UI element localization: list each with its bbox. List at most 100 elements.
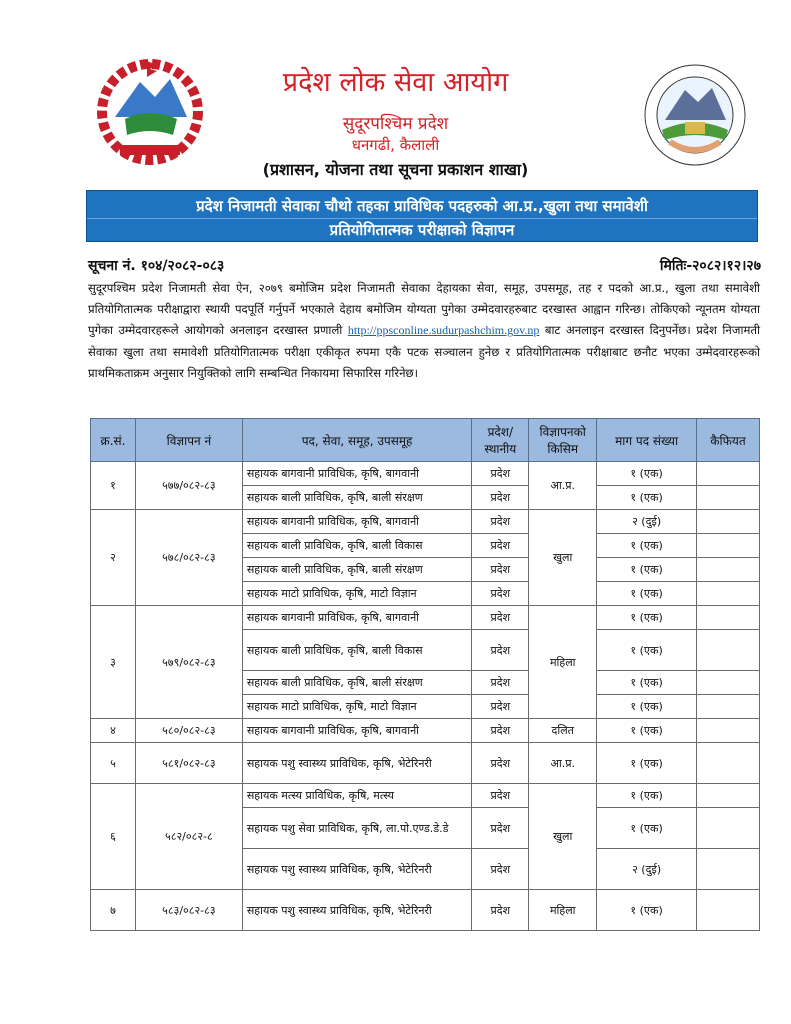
level-cell: प्रदेश [471, 742, 530, 784]
required-posts-cell: १ (एक) [596, 670, 697, 695]
serial-cell: ३ [90, 605, 136, 719]
banner-line-1: प्रदेश निजामती सेवाका चौथो तहका प्राविधि… [196, 197, 648, 215]
level-cell: प्रदेश [471, 718, 530, 743]
level-cell: प्रदेश [471, 485, 530, 510]
column-header-serial: क्र.सं. [90, 418, 136, 462]
post-title-cell: सहायक पशु सेवा प्राविधिक, कृषि, ला.पो.एण… [241, 807, 473, 849]
required-posts-cell: १ (एक) [596, 533, 697, 558]
table-row: सहायक बाली प्राविधिक, कृषि, बाली विकास प्… [91, 533, 760, 558]
remarks-cell [696, 670, 760, 695]
table-row: ७ ५८३/०८२-८३ सहायक पशु स्वास्थ्य प्राविधिक… [90, 889, 760, 931]
column-header-level: प्रदेश/ स्थानीय [471, 418, 530, 462]
body-text-part-2: बाट अनलाइन दरखास्त दिनुपर्नेछ। प्रदेश नि… [88, 323, 760, 380]
required-posts-cell: १ (एक) [596, 581, 697, 606]
remarks-cell [696, 889, 760, 931]
post-title-cell: सहायक बाली प्राविधिक, कृषि, बाली विकास [241, 629, 473, 671]
post-title-cell: सहायक बागवानी प्राविधिक, कृषि, बागवानी [241, 461, 473, 486]
required-posts-cell: २ (दुई) [596, 509, 697, 534]
level-cell: प्रदेश [471, 807, 530, 849]
serial-cell: १ [90, 461, 136, 510]
table-row: ४ ५८०/०८२-८३ सहायक बागवानी प्राविधिक, कृषि… [90, 718, 760, 743]
required-posts-cell: १ (एक) [596, 783, 697, 808]
level-cell: प्रदेश [471, 889, 530, 931]
level-cell: प्रदेश [471, 783, 530, 808]
required-posts-cell: १ (एक) [596, 605, 697, 630]
nepal-emblem-logo [97, 59, 203, 165]
required-posts-cell: १ (एक) [596, 557, 697, 582]
advertisement-number-cell: ५८२/०८२-८ [134, 783, 243, 890]
notice-number: सूचना नं. १०४/२०८२-०८३ [88, 258, 225, 274]
remarks-cell [696, 742, 760, 784]
serial-cell: ७ [90, 889, 136, 931]
post-title-cell: सहायक माटो प्राविधिक, कृषि, माटो विज्ञान [241, 694, 473, 719]
post-title-cell: सहायक बाली प्राविधिक, कृषि, बाली संरक्षण [241, 670, 473, 695]
required-posts-cell: १ (एक) [596, 889, 697, 931]
post-title-cell: सहायक बागवानी प्राविधिक, कृषि, बागवानी [241, 718, 473, 743]
post-title-cell: सहायक बागवानी प्राविधिक, कृषि, बागवानी [241, 605, 473, 630]
post-title-cell: सहायक बाली प्राविधिक, कृषि, बाली संरक्षण [241, 557, 473, 582]
required-posts-cell: २ (दुई) [596, 848, 697, 890]
advertisement-number-cell: ५८३/०८२-८३ [134, 889, 243, 931]
remarks-cell [696, 807, 760, 849]
level-cell: प्रदेश [471, 557, 530, 582]
level-cell: प्रदेश [471, 533, 530, 558]
table-row: सहायक बाली प्राविधिक, कृषि, बाली संरक्षण… [91, 485, 760, 510]
serial-cell: ५ [90, 742, 136, 784]
level-cell: प्रदेश [471, 694, 530, 719]
post-title-cell: सहायक बाली प्राविधिक, कृषि, बाली विकास [241, 533, 473, 558]
remarks-cell [696, 461, 760, 486]
table-row: सहायक बाली प्राविधिक, कृषि, बाली संरक्षण… [91, 670, 760, 695]
post-title-cell: सहायक माटो प्राविधिक, कृषि, माटो विज्ञान [241, 581, 473, 606]
level-cell: प्रदेश [471, 848, 530, 890]
advertisement-type-cell: दलित [528, 718, 598, 743]
remarks-cell [696, 485, 760, 510]
post-title-cell: सहायक पशु स्वास्थ्य प्राविधिक, कृषि, भेट… [241, 889, 473, 931]
required-posts-cell: १ (एक) [596, 629, 697, 671]
notice-body: सुदूरपश्चिम प्रदेश निजामती सेवा ऐन, २०७९… [88, 278, 760, 384]
level-cell: प्रदेश [471, 670, 530, 695]
advertisement-type-cell: खुला [528, 509, 598, 606]
serial-cell: ४ [90, 718, 136, 743]
required-posts-cell: १ (एक) [596, 742, 697, 784]
serial-cell: ६ [90, 783, 136, 890]
post-title-cell: सहायक बागवानी प्राविधिक, कृषि, बागवानी [241, 509, 473, 534]
table-row: सहायक माटो प्राविधिक, कृषि, माटो विज्ञान… [91, 694, 760, 719]
level-cell: प्रदेश [471, 581, 530, 606]
table-row: ६ ५८२/०८२-८ सहायक मत्स्य प्राविधिक, कृषि, … [90, 783, 760, 890]
remarks-cell [696, 783, 760, 808]
post-title-cell: सहायक पशु स्वास्थ्य प्राविधिक, कृषि, भेट… [241, 742, 473, 784]
remarks-cell [696, 694, 760, 719]
table-row: ३ ५७९/०८२-८३ सहायक बागवानी प्राविधिक, कृषि… [90, 605, 760, 719]
banner-divider [87, 218, 757, 219]
remarks-cell [696, 509, 760, 534]
remarks-cell [696, 629, 760, 671]
vacancy-table: क्र.सं. विज्ञापन नं पद, सेवा, समूह, उपसमूह… [90, 418, 760, 931]
organization-name: प्रदेश लोक सेवा आयोग [282, 67, 509, 98]
advertisement-type-cell: महिला [528, 889, 598, 931]
commission-seal-logo [644, 64, 746, 166]
branch-name: (प्रशासन, योजना तथा सूचना प्रकाशन शाखा) [262, 160, 529, 179]
level-cell: प्रदेश [471, 605, 530, 630]
column-header-remarks: कैफियत [696, 418, 760, 462]
advertisement-type-cell: आ.प्र. [528, 461, 598, 510]
advertisement-number-cell: ५८०/०८२-८३ [134, 718, 243, 743]
remarks-cell [696, 557, 760, 582]
table-row: ५ ५८१/०८२-८३ सहायक पशु स्वास्थ्य प्राविधिक… [90, 742, 760, 784]
online-application-link[interactable]: http://ppsconline.sudurpashchim.gov.np [347, 323, 540, 338]
notice-date: मितिः-२०८२।१२।२७ [659, 258, 761, 274]
column-header-required-posts: माग पद संख्या [596, 418, 697, 462]
required-posts-cell: १ (एक) [596, 461, 697, 486]
advertisement-type-cell: खुला [528, 783, 598, 890]
required-posts-cell: १ (एक) [596, 718, 697, 743]
advertisement-number-cell: ५७९/०८२-८३ [134, 605, 243, 719]
level-cell: प्रदेश [471, 509, 530, 534]
column-header-advertisement-type: विज्ञापनको किसिम [528, 418, 598, 462]
level-cell: प्रदेश [471, 461, 530, 486]
column-header-post-title: पद, सेवा, समूह, उपसमूह [241, 418, 473, 462]
column-header-advertisement-number: विज्ञापन नं [134, 418, 243, 462]
notice-title-banner: प्रदेश निजामती सेवाका चौथो तहका प्राविधि… [86, 190, 758, 242]
post-title-cell: सहायक मत्स्य प्राविधिक, कृषि, मत्स्य [241, 783, 473, 808]
table-row: १ ५७७/०८२-८३ सहायक बागवानी प्राविधिक, कृषि… [90, 461, 760, 510]
table-header-row: क्र.सं. विज्ञापन नं पद, सेवा, समूह, उपसमूह… [90, 418, 760, 462]
